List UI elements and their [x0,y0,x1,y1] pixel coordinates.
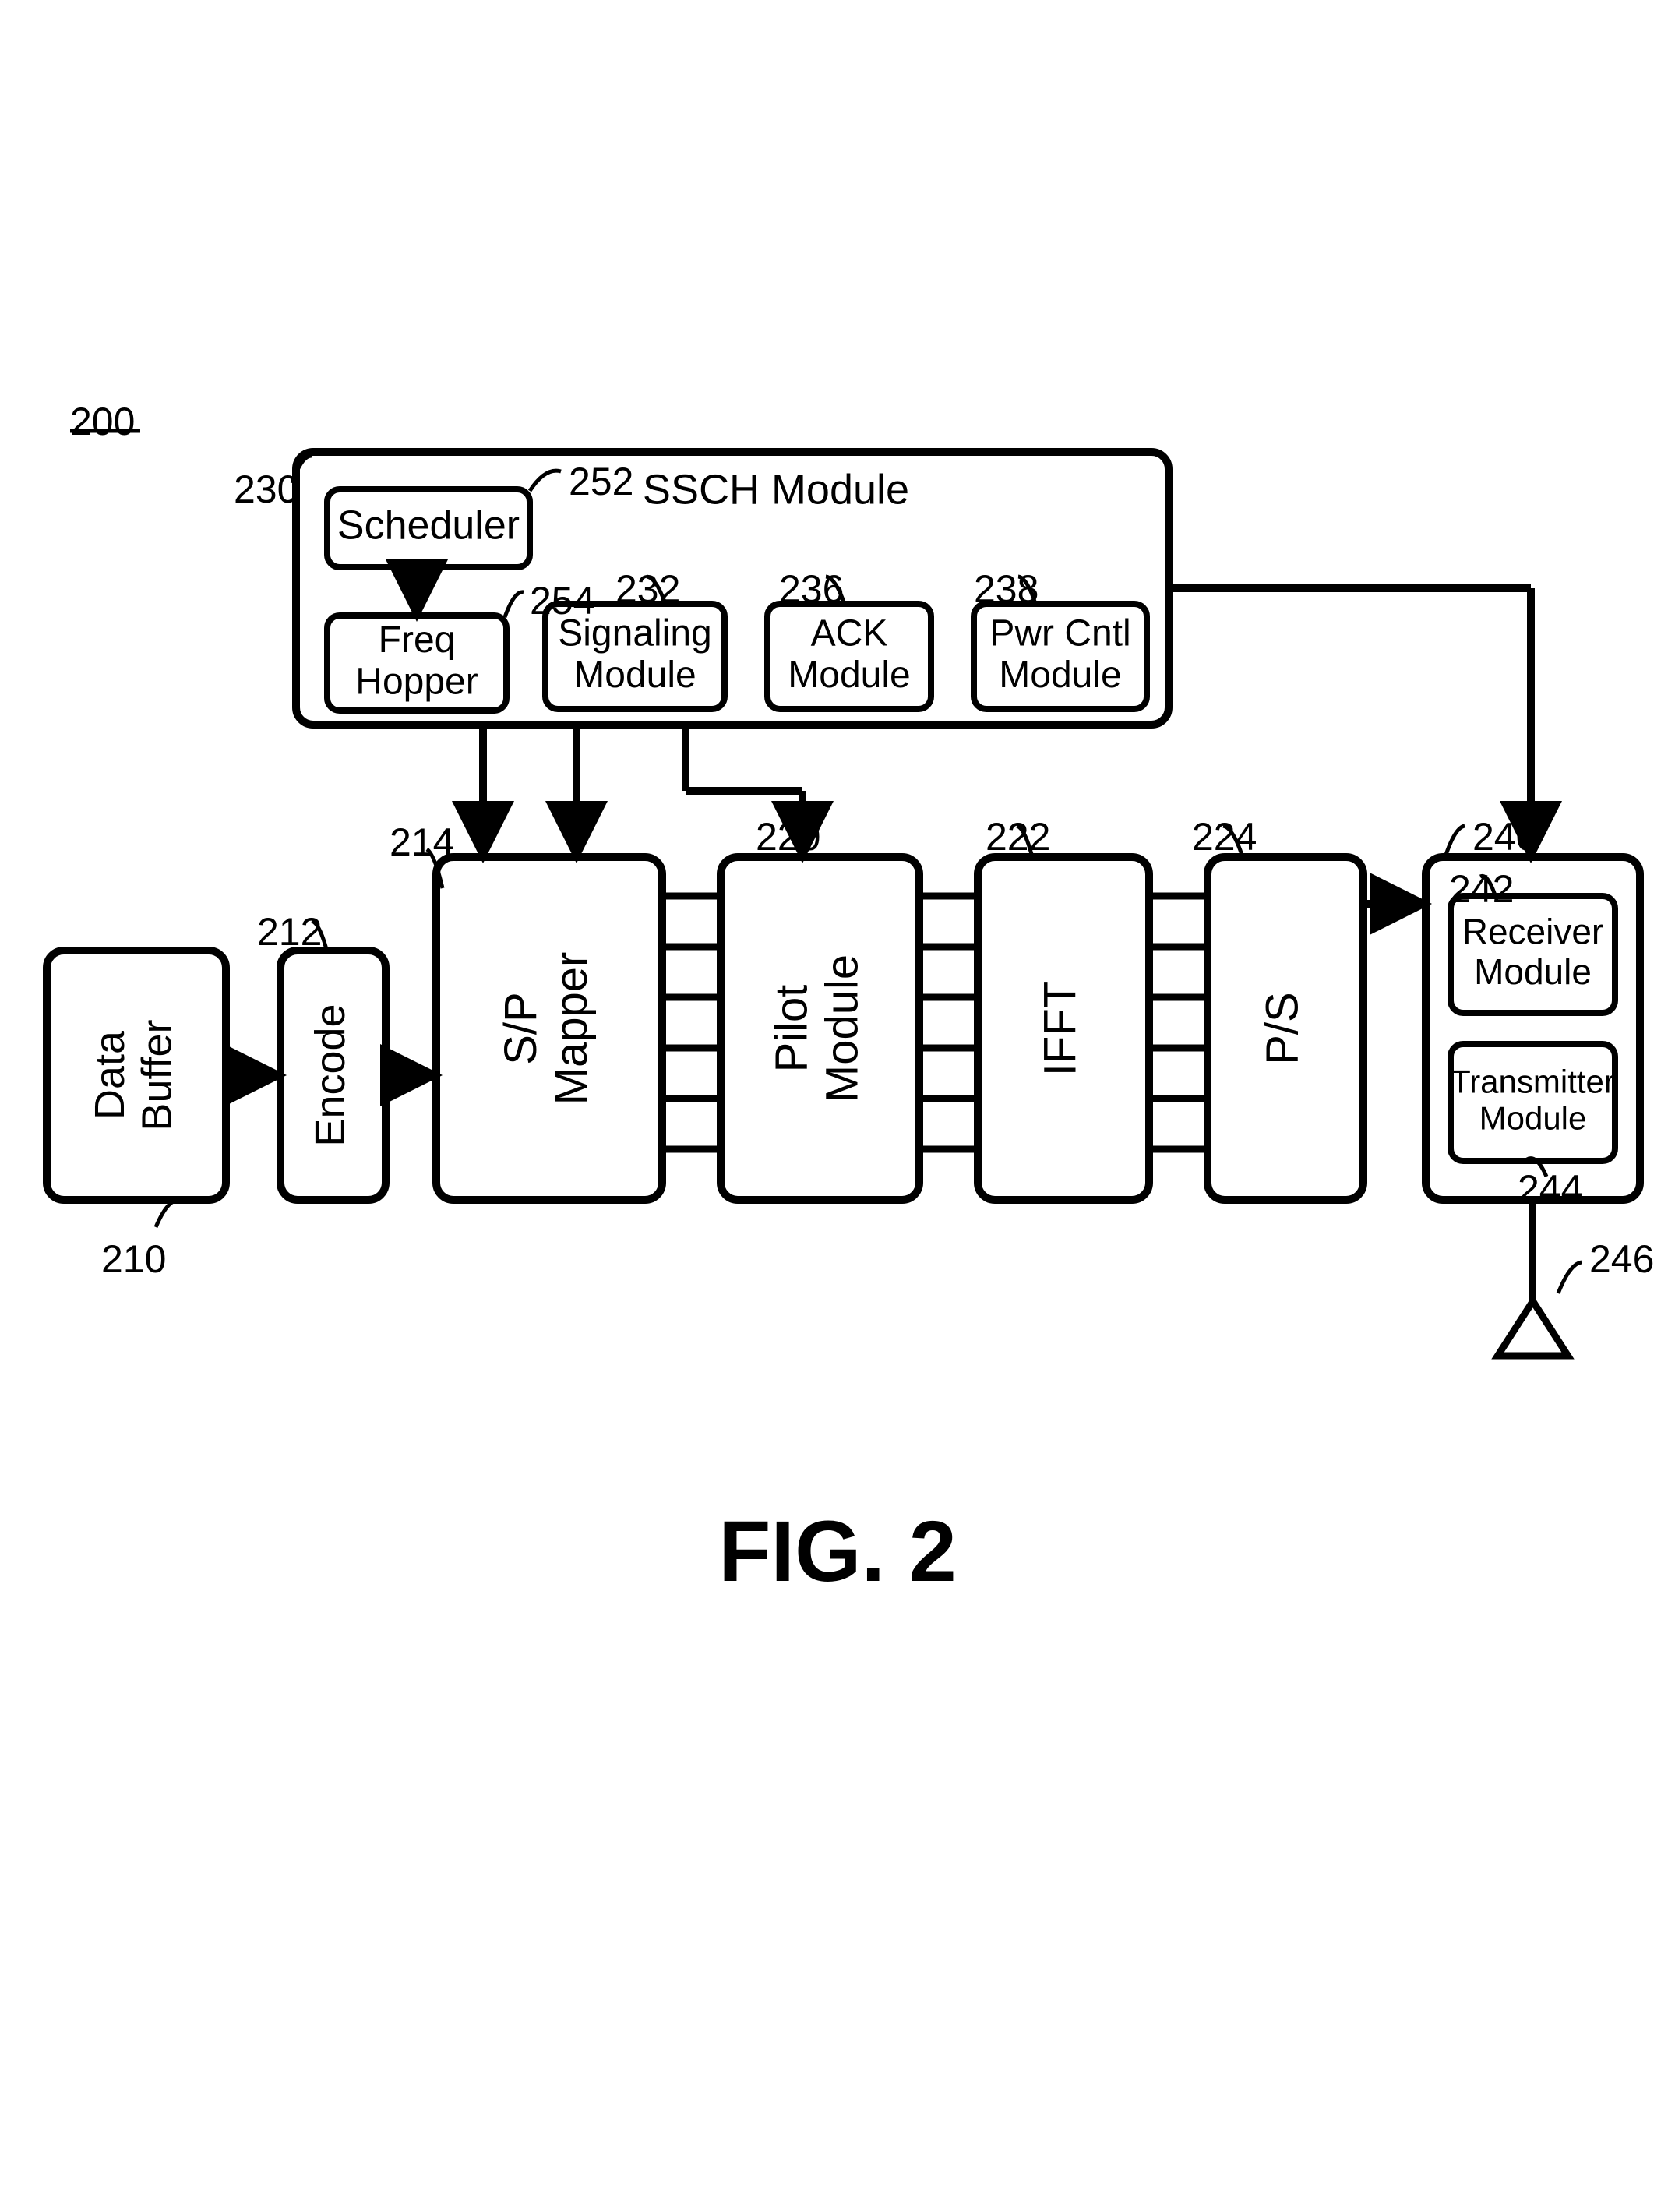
ref-r214: 214 [390,820,454,864]
receiver-label-line1: Module [1474,951,1592,992]
encode-label: Encode [307,1004,354,1146]
ref-fig_id: 200 [70,400,135,443]
pwr-label-line0: Pwr Cntl [989,612,1130,654]
ref-r232: 232 [615,567,680,611]
ref-leader-l240 [1445,826,1465,857]
data-buffer-label-line1: Buffer [134,1019,181,1131]
sp-mapper-label-line0: S/P [495,992,546,1065]
ref-r212: 212 [257,910,322,954]
pwr-label-line1: Module [999,654,1121,696]
ack-label-line0: ACK [811,612,888,654]
receiver-label-line0: Receiver [1462,911,1604,951]
transmitter-label-line0: Transmitter [1451,1064,1615,1100]
ref-r210: 210 [101,1237,166,1281]
ref-r220: 220 [756,815,820,859]
ref-r240: 240 [1472,815,1537,859]
ref-r254: 254 [530,579,594,623]
ref-r224: 224 [1192,815,1257,859]
figure-caption: FIG. 2 [718,1504,957,1600]
freq-hopper-label-line1: Hopper [355,661,478,703]
ref-r246: 246 [1589,1237,1654,1281]
pilot-label-line0: Pilot [766,985,816,1073]
ref-r236: 236 [779,567,844,611]
antenna-icon [1498,1301,1568,1356]
transmitter-label-line1: Module [1479,1100,1587,1137]
ref-r252: 252 [569,460,633,503]
ack-label-line1: Module [788,654,910,696]
ref-r230: 230 [234,467,298,511]
ref-leader-l246 [1558,1262,1582,1293]
data-buffer-label-line0: Data [86,1030,133,1120]
sp-mapper-label-line1: Mapper [546,952,597,1106]
ssch-title: SSCH Module [643,466,909,513]
ref-leader-l210 [156,1200,179,1227]
freq-hopper-label-line0: Freq [379,619,456,661]
ref-r222: 222 [986,815,1050,859]
ifft-label: IFFT [1035,981,1085,1076]
scheduler-label: Scheduler [337,503,520,549]
signaling-label-line1: Module [573,654,696,696]
ps-label: P/S [1257,992,1307,1065]
pilot-label-line1: Module [816,954,867,1102]
ref-r242: 242 [1449,867,1514,911]
ref-r244: 244 [1518,1167,1582,1211]
